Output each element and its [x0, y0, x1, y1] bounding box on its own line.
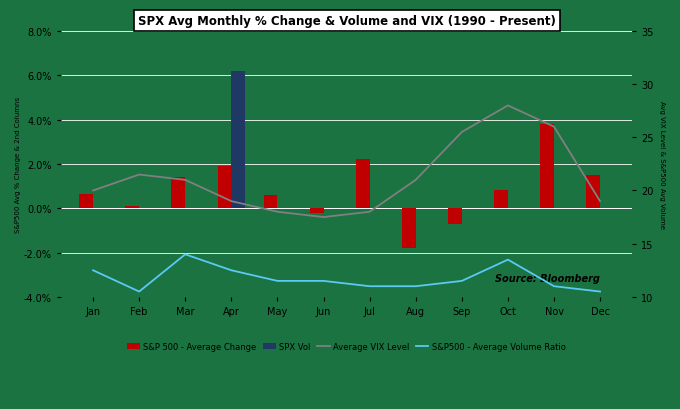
Bar	[264, 196, 277, 209]
S&P500 - Average Volume Ratio	[411, 284, 420, 289]
S&P500 - Average Volume Ratio	[273, 279, 282, 284]
Average VIX Level	[273, 210, 282, 215]
S&P500 - Average Volume Ratio	[320, 279, 328, 284]
Line: Average VIX Level: Average VIX Level	[93, 106, 600, 218]
Average VIX Level	[135, 173, 143, 178]
Bar	[80, 194, 93, 209]
Average VIX Level	[550, 125, 558, 130]
Bar	[231, 72, 245, 209]
Average VIX Level	[504, 104, 512, 109]
S&P500 - Average Volume Ratio	[227, 268, 235, 273]
S&P500 - Average Volume Ratio	[181, 252, 189, 257]
S&P500 - Average Volume Ratio	[504, 258, 512, 263]
Bar	[171, 178, 185, 209]
S&P500 - Average Volume Ratio	[596, 290, 604, 294]
Line: S&P500 - Average Volume Ratio: S&P500 - Average Volume Ratio	[93, 255, 600, 292]
S&P500 - Average Volume Ratio	[550, 284, 558, 289]
Average VIX Level	[181, 178, 189, 183]
Average VIX Level	[320, 215, 328, 220]
Average VIX Level	[366, 210, 374, 215]
S&P500 - Average Volume Ratio	[366, 284, 374, 289]
Bar	[494, 191, 508, 209]
Bar	[218, 167, 231, 209]
Bar	[448, 209, 462, 224]
Average VIX Level	[458, 130, 466, 135]
Y-axis label: S&P500 Avg % Change & 2nd Columns: S&P500 Avg % Change & 2nd Columns	[15, 97, 21, 232]
Average VIX Level	[596, 199, 604, 204]
Title: SPX Avg Monthly % Change & Volume and VIX (1990 - Present): SPX Avg Monthly % Change & Volume and VI…	[137, 15, 556, 28]
Y-axis label: Avg VIX Level & S&P500 Avg Volume: Avg VIX Level & S&P500 Avg Volume	[659, 101, 665, 228]
Bar	[540, 125, 554, 209]
Text: Source: Bloomberg: Source: Bloomberg	[495, 273, 600, 283]
Average VIX Level	[89, 189, 97, 193]
S&P500 - Average Volume Ratio	[89, 268, 97, 273]
Legend: S&P 500 - Average Change, SPX Vol, Average VIX Level, S&P500 - Average Volume Ra: S&P 500 - Average Change, SPX Vol, Avera…	[124, 338, 569, 354]
Bar	[356, 160, 370, 209]
Average VIX Level	[227, 199, 235, 204]
Bar	[125, 207, 139, 209]
S&P500 - Average Volume Ratio	[135, 290, 143, 294]
Bar	[402, 209, 415, 249]
S&P500 - Average Volume Ratio	[458, 279, 466, 284]
Average VIX Level	[411, 178, 420, 183]
Bar	[586, 175, 600, 209]
Bar	[309, 209, 324, 213]
